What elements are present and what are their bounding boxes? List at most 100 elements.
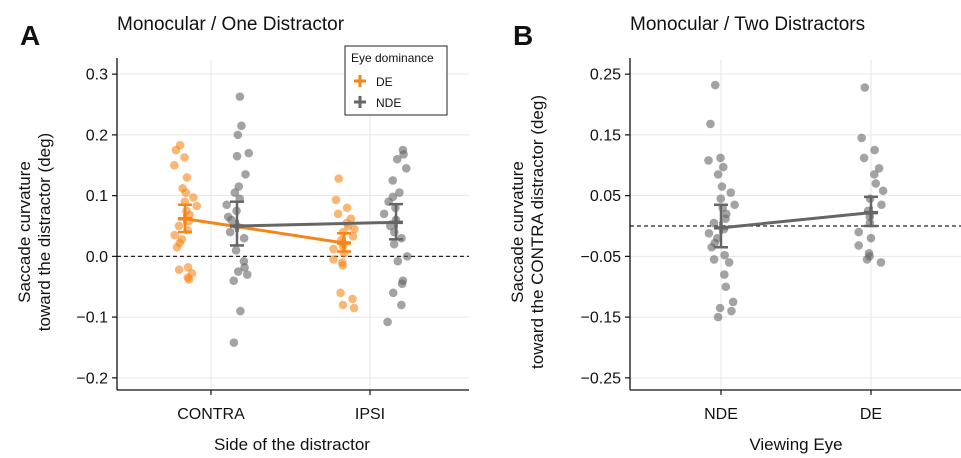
panel-b-summary xyxy=(714,195,878,249)
legend-entry-de: DE xyxy=(354,75,393,89)
data-point xyxy=(854,241,863,250)
y-tick-label: −0.2 xyxy=(76,370,108,387)
panel-b-xlabel: Viewing Eye xyxy=(749,435,842,454)
y-tick-label: −0.05 xyxy=(581,249,622,266)
data-point xyxy=(235,92,245,101)
data-point xyxy=(389,239,399,249)
data-point xyxy=(234,182,244,191)
data-point xyxy=(171,145,181,155)
x-tick-label: CONTRA xyxy=(177,406,245,423)
data-point xyxy=(232,151,242,161)
data-point xyxy=(724,258,734,267)
data-point xyxy=(390,227,399,237)
data-point xyxy=(233,267,243,276)
data-point xyxy=(401,163,411,173)
data-point xyxy=(730,200,739,210)
data-point xyxy=(862,255,872,264)
data-point xyxy=(174,265,184,275)
data-point xyxy=(871,179,881,188)
y-tick-label: −0.15 xyxy=(581,310,622,327)
x-tick-label: DE xyxy=(860,406,882,423)
data-point xyxy=(715,303,725,313)
panel-b-ylabel-line2: toward the CONTRA distractor (deg) xyxy=(528,95,547,369)
data-point xyxy=(857,133,866,143)
panel-a-ylabel-line2: toward the distractor (deg) xyxy=(35,133,54,331)
data-point xyxy=(240,263,249,272)
data-point xyxy=(713,312,723,322)
data-point xyxy=(244,148,254,158)
legend: Eye dominance DE NDE xyxy=(344,45,448,116)
data-point xyxy=(338,261,348,270)
panel-a: A Monocular / One Distractor −0.2 −0.1 0.0… xyxy=(15,14,469,454)
panel-a-points xyxy=(169,92,412,347)
panel-a-ylabel-line1: Saccade curvature xyxy=(15,161,34,303)
data-point xyxy=(189,193,198,202)
mean-connector-line xyxy=(720,211,872,230)
panel-b-title: Monocular / Two Distractors xyxy=(630,14,865,35)
data-point xyxy=(876,258,886,267)
legend-nde-label: NDE xyxy=(376,96,401,110)
data-point xyxy=(388,288,398,298)
data-point xyxy=(399,150,408,159)
y-tick-label: −0.1 xyxy=(76,310,108,327)
legend-de-marker xyxy=(354,75,366,87)
data-point xyxy=(172,242,182,252)
data-point xyxy=(233,130,243,140)
data-point xyxy=(720,270,729,279)
data-point xyxy=(229,276,239,285)
data-point xyxy=(727,306,736,316)
data-point xyxy=(878,186,888,196)
data-point xyxy=(721,214,730,224)
data-point xyxy=(726,188,736,197)
data-point xyxy=(717,182,727,191)
data-point xyxy=(241,170,250,179)
data-point xyxy=(181,188,191,197)
data-point xyxy=(710,80,720,90)
data-point xyxy=(713,170,723,179)
legend-entry-nde: NDE xyxy=(354,96,401,110)
x-tick-label: NDE xyxy=(704,406,738,423)
data-point xyxy=(242,270,252,279)
data-point xyxy=(192,201,201,211)
data-point xyxy=(704,156,713,165)
data-point xyxy=(402,252,412,261)
mean-connector-line xyxy=(236,220,397,228)
panel-b-points xyxy=(704,80,888,322)
data-point xyxy=(227,215,236,225)
y-tick-label: 0.05 xyxy=(590,188,621,205)
y-tick-label: 0.0 xyxy=(86,249,108,266)
panel-a-xlabel: Side of the distractor xyxy=(214,435,370,454)
data-point xyxy=(174,221,184,231)
data-point xyxy=(236,306,245,316)
data-point xyxy=(349,303,359,313)
data-point xyxy=(709,255,719,264)
data-point xyxy=(336,288,345,298)
data-point xyxy=(716,153,725,163)
panel-b-ylabel-line1: Saccade curvature xyxy=(508,161,527,303)
data-point xyxy=(397,279,407,289)
data-point xyxy=(237,121,246,131)
data-point xyxy=(170,230,179,240)
legend-title: Eye dominance xyxy=(351,51,434,65)
y-tick-label: 0.1 xyxy=(86,188,108,205)
data-point xyxy=(395,188,404,197)
data-point xyxy=(331,195,341,205)
data-point xyxy=(393,256,403,266)
panel-b-letter: B xyxy=(513,20,533,51)
data-point xyxy=(225,227,235,237)
data-point xyxy=(342,203,352,213)
data-point xyxy=(329,255,338,264)
data-point xyxy=(348,294,357,304)
y-tick-label: 0.15 xyxy=(590,127,621,144)
data-point xyxy=(333,209,343,219)
panel-a-ylabel: Saccade curvature toward the distractor … xyxy=(15,133,54,331)
data-point xyxy=(383,317,392,327)
data-point xyxy=(874,163,884,173)
panel-a-title: Monocular / One Distractor xyxy=(117,14,345,35)
y-tick-label: 0.25 xyxy=(590,67,621,84)
panel-b: B Monocular / Two Distractors −0.25 −0.15… xyxy=(508,14,961,454)
data-point xyxy=(379,209,389,219)
data-point xyxy=(707,242,716,252)
data-point xyxy=(388,176,398,185)
data-point xyxy=(716,194,726,203)
